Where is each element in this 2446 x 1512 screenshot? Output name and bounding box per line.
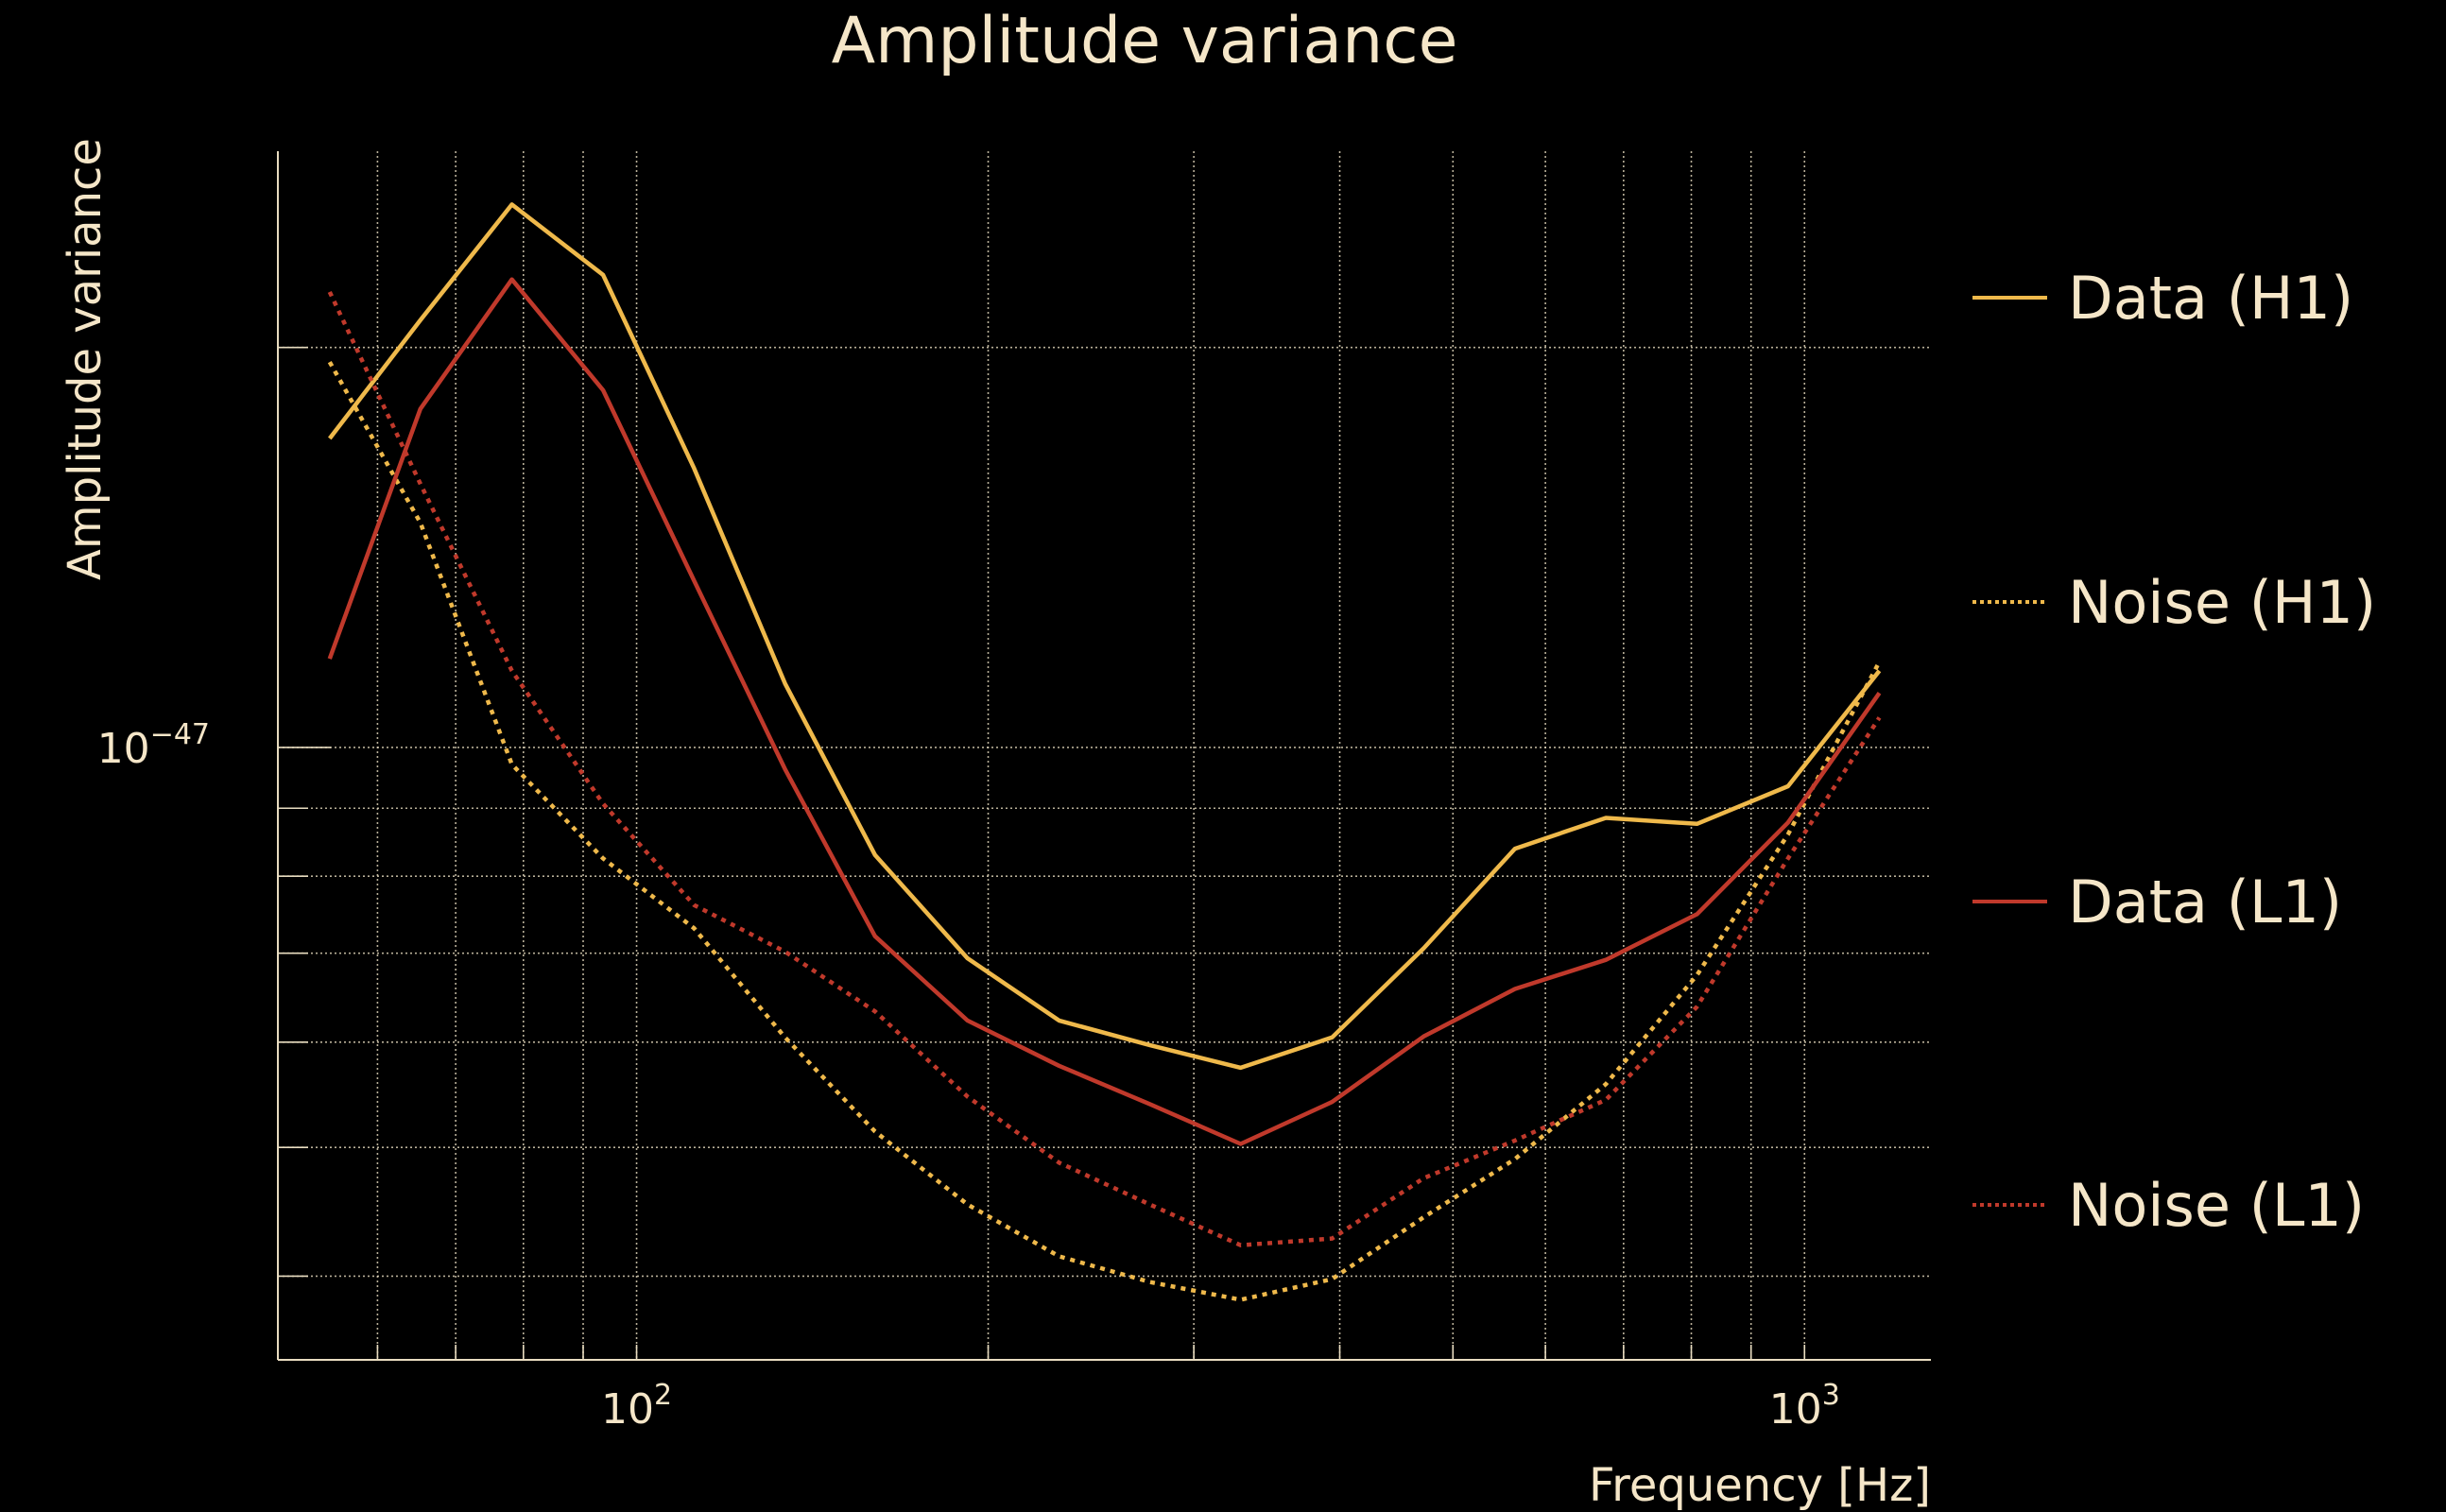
y-axis-label: Amplitude variance: [59, 138, 112, 580]
x-tick-base: 10: [1769, 1385, 1822, 1434]
series-line-data-l1: [327, 277, 1882, 1146]
x-tick-label: 103: [1769, 1379, 1840, 1434]
series-line-noise-h1: [327, 360, 1882, 1302]
axes: [277, 151, 1931, 1361]
x-axis-label: Frequency [Hz]: [1589, 1459, 1931, 1512]
x-tick-exponent: 2: [654, 1379, 672, 1412]
legend-label-noise-l1: Noise (L1): [2068, 1171, 2365, 1240]
grid: [278, 151, 1931, 1360]
chart-title: Amplitude variance: [832, 4, 1458, 78]
legend-label-data-l1: Data (L1): [2068, 868, 2342, 936]
legend: Data (H1) Noise (H1) Data (L1) Noise (L1): [1972, 264, 2376, 1240]
x-tick-exponent: 3: [1822, 1379, 1840, 1412]
series-lines: [327, 202, 1882, 1302]
y-tick-exponent: −47: [150, 718, 210, 751]
series-line-noise-l1: [327, 290, 1882, 1247]
x-tick-base: 10: [601, 1385, 654, 1434]
y-tick-base: 10: [97, 725, 150, 773]
legend-label-data-h1: Data (H1): [2068, 264, 2353, 333]
x-tick-label: 102: [601, 1379, 672, 1434]
series-line-data-h1: [328, 202, 1882, 1071]
y-tick-label: 10−47: [97, 718, 210, 773]
legend-label-noise-h1: Noise (H1): [2068, 568, 2376, 637]
